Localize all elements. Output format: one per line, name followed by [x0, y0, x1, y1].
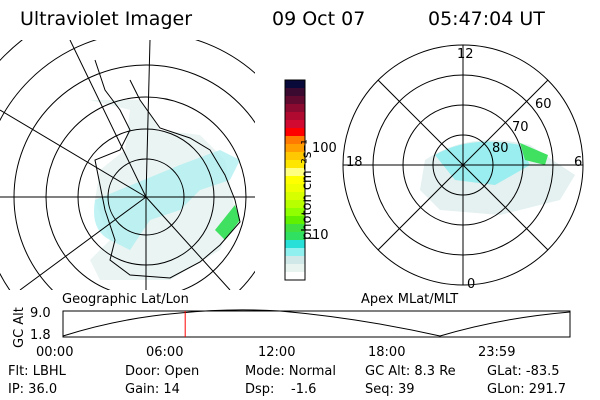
- colorbar-segment: [285, 112, 305, 121]
- colorbar-segment: [285, 136, 305, 145]
- colorbar-tick-10: 10: [312, 228, 329, 243]
- colorbar-segment: [285, 272, 305, 281]
- door: Door: Open: [125, 364, 200, 379]
- colorbar-segment: [285, 144, 305, 153]
- colorbar-segment: [285, 176, 305, 185]
- date-label: 09 Oct 07: [272, 8, 366, 30]
- colorbar-segment: [285, 152, 305, 161]
- colorbar-segment: [285, 216, 305, 225]
- apex-polar-map: [342, 44, 584, 286]
- colorbar-segment: [285, 248, 305, 257]
- colorbar-segment: [285, 232, 305, 241]
- mlt-label-6: 6: [574, 155, 583, 170]
- mlt-label-18: 18: [346, 155, 363, 170]
- mlt-label-0: 0: [467, 277, 476, 292]
- gain: Gain: 14: [125, 382, 180, 397]
- right-map-label: Apex MLat/MLT: [361, 292, 459, 307]
- xtick-2359: 23:59: [478, 345, 516, 360]
- mlat-label-60: 60: [535, 97, 552, 112]
- colorbar-segment: [285, 200, 305, 209]
- time-label: 05:47:04 UT: [428, 8, 545, 30]
- gc-alt: GC Alt: 8.3 Re: [365, 364, 456, 379]
- glon: GLon: 291.7: [487, 382, 567, 397]
- colorbar-segment: [285, 240, 305, 249]
- colorbar-segment: [285, 208, 305, 217]
- colorbar-segment: [285, 160, 305, 169]
- colorbar-segment: [285, 88, 305, 97]
- left-map-label: Geographic Lat/Lon: [62, 292, 189, 307]
- colorbar-segment: [285, 104, 305, 113]
- mlat-label-70: 70: [512, 120, 529, 135]
- ip: IP: 36.0: [8, 382, 58, 397]
- colorbar-segment: [285, 264, 305, 273]
- colorbar-segment: [285, 120, 305, 129]
- xtick-0000: 00:00: [36, 345, 74, 360]
- mlt-label-12: 12: [457, 47, 474, 62]
- dsp-value: -1.6: [291, 382, 317, 397]
- geographic-map: [0, 40, 255, 290]
- colorbar-segment: [285, 192, 305, 201]
- altitude-curve: [62, 309, 571, 337]
- colorbar-tick-100: 100: [312, 141, 337, 156]
- colorbar-segment: [285, 128, 305, 137]
- colorbar-segment: [285, 256, 305, 265]
- xtick-0600: 06:00: [146, 345, 184, 360]
- altitude-ylabel: GC Alt: [12, 307, 27, 348]
- colorbar-segment: [285, 168, 305, 177]
- colorbar-segment: [285, 224, 305, 233]
- altitude-ymax: 9.0: [30, 306, 51, 321]
- mlat-label-80: 80: [492, 141, 509, 156]
- colorbar-segment: [285, 184, 305, 193]
- dsp-label: Dsp:: [245, 382, 275, 397]
- filter: Flt: LBHL: [8, 364, 66, 379]
- xtick-1800: 18:00: [368, 345, 406, 360]
- glat: GLat: -83.5: [487, 364, 560, 379]
- colorbar-segment: [285, 96, 305, 105]
- colorbar: [285, 80, 305, 281]
- mode: Mode: Normal: [245, 364, 336, 379]
- colorbar-segment: [285, 80, 305, 89]
- instrument-title: Ultraviolet Imager: [20, 8, 193, 30]
- xtick-1200: 12:00: [258, 345, 296, 360]
- seq: Seq: 39: [365, 382, 415, 397]
- altitude-ymin: 1.8: [30, 328, 51, 343]
- altitude-plot-frame: [62, 310, 571, 338]
